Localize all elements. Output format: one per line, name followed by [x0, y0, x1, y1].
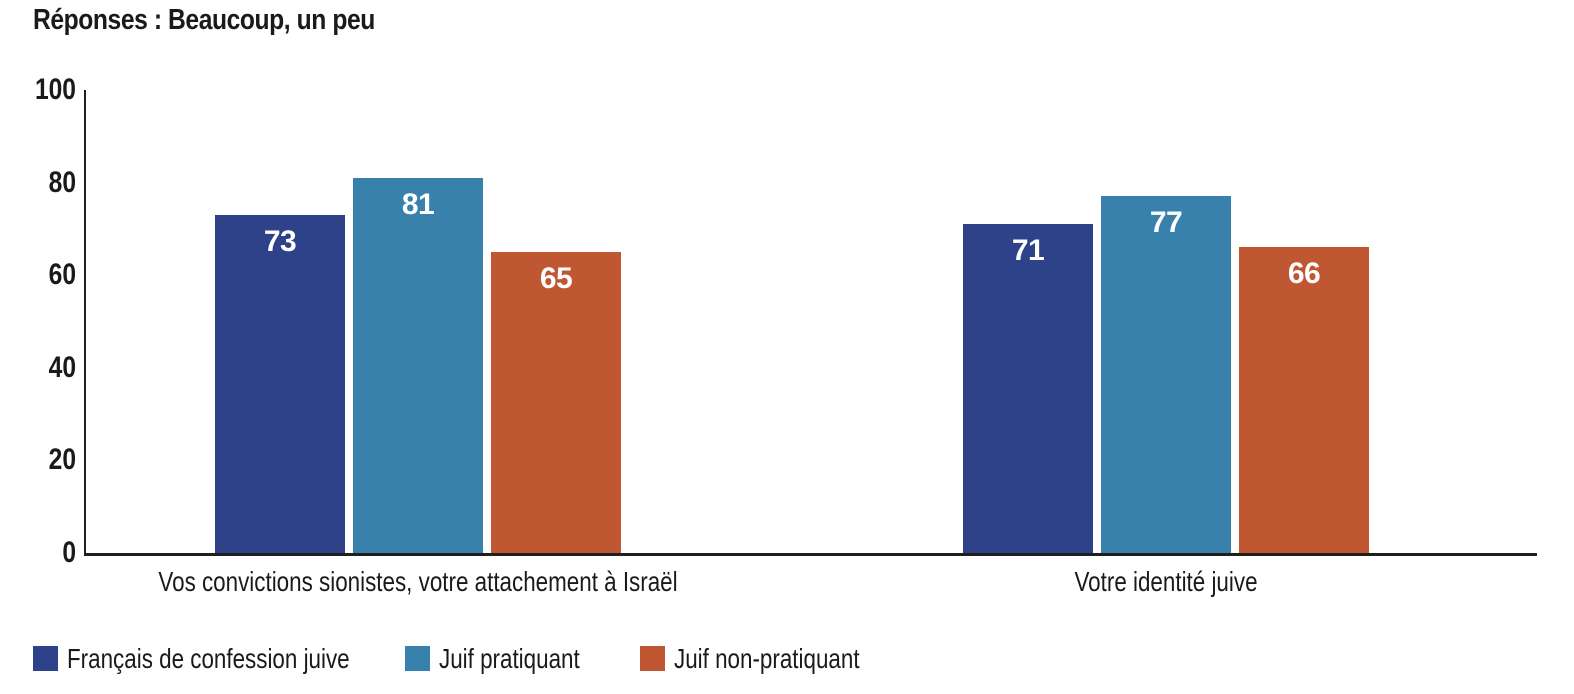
bar-value-label: 65: [539, 262, 573, 295]
category-label: Vos convictions sionistes, votre attache…: [158, 566, 678, 597]
bar-value-label: 73: [263, 225, 297, 258]
bar-value-label: 77: [1149, 206, 1183, 239]
legend-item: Juif pratiquant: [405, 643, 615, 674]
bar: 65: [491, 252, 621, 553]
y-axis-tick-label: 20: [48, 443, 76, 477]
legend-item: Français de confession juive: [33, 643, 420, 674]
legend-swatch: [640, 646, 665, 671]
bar: 71: [963, 224, 1093, 553]
legend-item: Juif non-pratiquant: [640, 643, 906, 674]
legend-swatch: [33, 646, 58, 671]
category-label: Votre identité juive: [1074, 566, 1258, 597]
chart-title: Réponses : Beaucoup, un peu: [33, 4, 375, 36]
y-axis-tick-label: 0: [62, 536, 76, 569]
bar-value-label: 66: [1287, 257, 1321, 290]
legend-label: Français de confession juive: [67, 643, 350, 674]
legend-swatch: [405, 646, 430, 671]
y-axis-tick-label: 40: [48, 350, 76, 384]
y-axis-tick-label: 100: [34, 73, 76, 106]
bar-value-label: 71: [1011, 234, 1045, 267]
x-axis-line: [84, 553, 1537, 556]
legend-label: Juif non-pratiquant: [674, 643, 860, 674]
y-axis-tick-label: 80: [48, 165, 76, 199]
y-axis-line: [84, 90, 86, 556]
y-axis-tick-label: 60: [48, 258, 76, 292]
bar: 77: [1101, 196, 1231, 553]
bar: 73: [215, 215, 345, 553]
bar: 81: [353, 178, 483, 553]
bar: 66: [1239, 247, 1369, 553]
bar-value-label: 81: [401, 188, 435, 221]
legend-label: Juif pratiquant: [439, 643, 580, 674]
